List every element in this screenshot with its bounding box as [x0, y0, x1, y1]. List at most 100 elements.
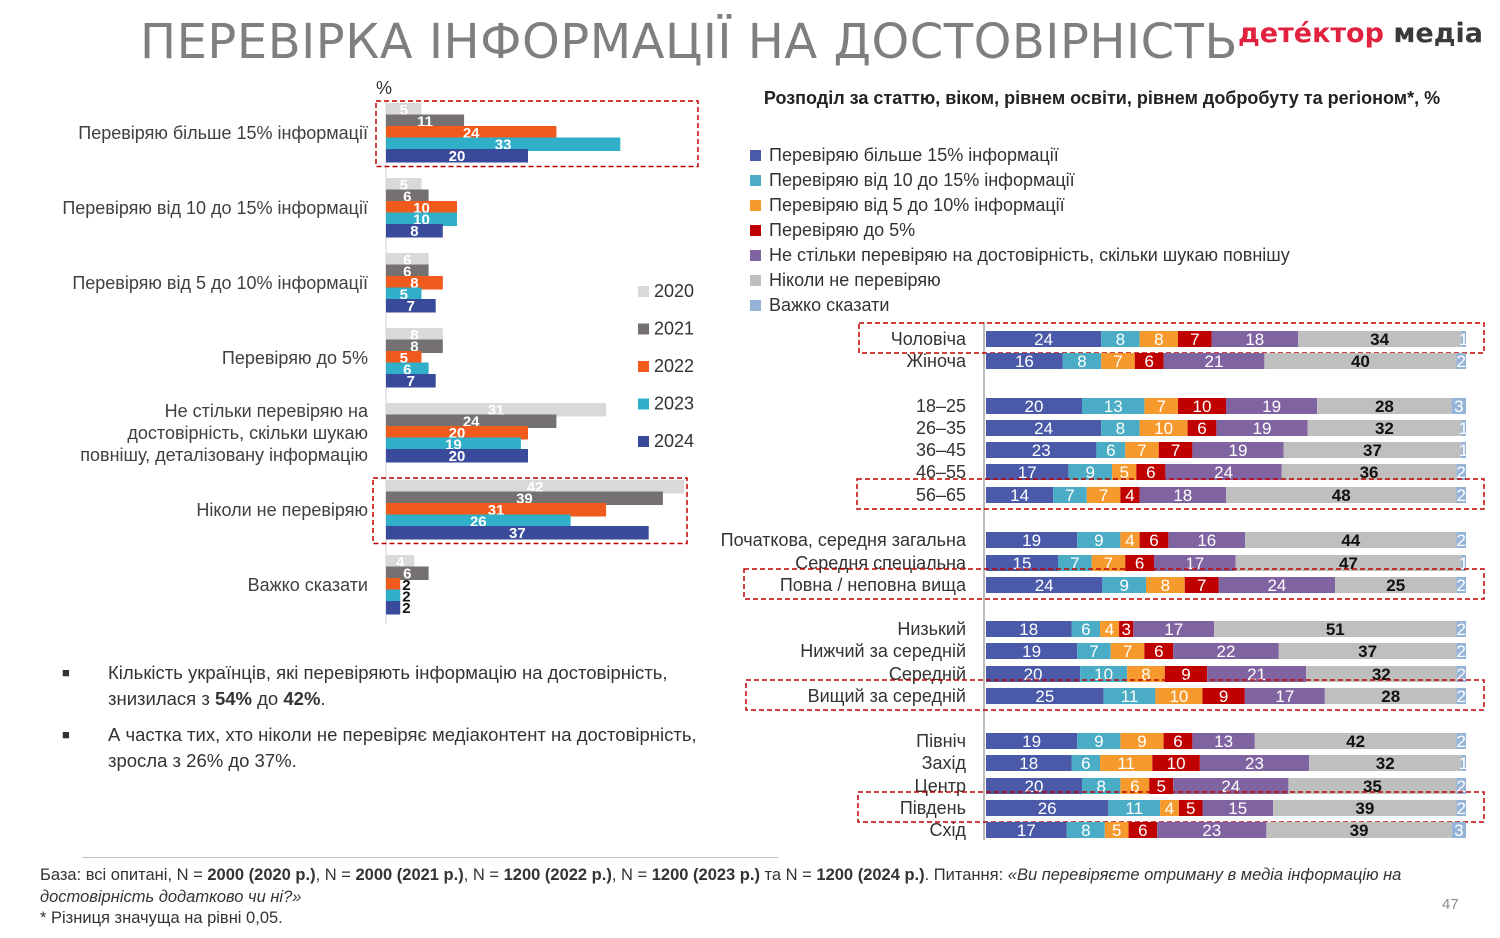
- segment: [1110, 643, 1145, 659]
- finding-1-connector: до: [252, 688, 284, 709]
- segment-value-label: 48: [1332, 486, 1351, 505]
- legend-label-2020: 2020: [654, 281, 694, 301]
- segment-value-label: 21: [1205, 352, 1224, 371]
- segment: [1456, 666, 1466, 682]
- row-label: Схід: [929, 820, 966, 840]
- segment-value-label: 19: [1253, 419, 1272, 438]
- footer-question-label: . Питання:: [924, 866, 1008, 884]
- segment: [986, 666, 1081, 682]
- segment-value-label: 16: [1197, 531, 1216, 550]
- segment-value-label: 6: [1130, 777, 1139, 796]
- category-label: Перевіряю до 5%: [222, 348, 368, 368]
- segment: [1207, 666, 1306, 682]
- row-label: Вищий за середній: [808, 686, 966, 706]
- bar-2022: [386, 578, 401, 592]
- segment-value-label: 8: [1141, 665, 1150, 684]
- segment-value-label: 19: [1022, 531, 1041, 550]
- segment-value-label: 2: [1457, 665, 1466, 684]
- segment: [1158, 442, 1193, 458]
- bar-2021: [386, 491, 663, 505]
- segment-value-label: 7: [1070, 554, 1079, 573]
- segment: [1307, 420, 1462, 436]
- segment-value-label: 20: [1025, 777, 1044, 796]
- finding-1-text: Кількість українців, які перевіряють інф…: [108, 662, 668, 709]
- segment-value-label: 35: [1363, 777, 1382, 796]
- segment-value-label: 37: [1363, 441, 1382, 460]
- segment: [1101, 353, 1135, 369]
- segment-value-label: 6: [1197, 419, 1206, 438]
- segment-value-label: 24: [1214, 463, 1233, 482]
- segment: [1066, 822, 1105, 838]
- segment-value-label: 18: [1173, 486, 1192, 505]
- segment-value-label: 23: [1202, 821, 1221, 840]
- segment-value-label: 7: [1099, 486, 1108, 505]
- segment-value-label: 10: [1169, 687, 1188, 706]
- segment-value-label: 15: [1013, 554, 1032, 573]
- segment-value-label: 32: [1372, 665, 1391, 684]
- bar-2020: [386, 103, 422, 117]
- finding-2: ■ А частка тих, хто ніколи не перевіряє …: [58, 722, 698, 774]
- segment: [1298, 331, 1462, 347]
- bar-2023: [386, 212, 457, 226]
- legend-swatch-2020: [638, 286, 649, 297]
- legend-swatch-2023: [638, 398, 649, 410]
- segment-value-label: 1: [1459, 419, 1468, 438]
- segment-value-label: 17: [1275, 687, 1294, 706]
- segment-value-label: 3: [1454, 821, 1463, 840]
- segment: [1324, 688, 1457, 704]
- page-number: 47: [1442, 896, 1459, 913]
- segment-value-label: 20: [1025, 397, 1044, 416]
- bar-2020: [386, 480, 685, 494]
- footer-n-2021: 2000 (2021 р.): [355, 866, 464, 884]
- segment-value-label: 18: [1019, 620, 1038, 639]
- segment: [1096, 442, 1126, 458]
- segment: [1335, 577, 1457, 593]
- segment: [1102, 577, 1146, 593]
- legend-label-2021: 2021: [654, 319, 694, 339]
- bar-value-label: 2: [402, 600, 410, 617]
- segment-value-label: 7: [1113, 352, 1122, 371]
- category-label: Важко сказати: [248, 575, 368, 595]
- segment-value-label: 28: [1375, 397, 1394, 416]
- segment: [1082, 778, 1121, 794]
- segment-value-label: 19: [1229, 441, 1248, 460]
- legend-swatch: [750, 200, 761, 211]
- segment: [1155, 688, 1203, 704]
- segment-value-label: 18: [1245, 330, 1264, 349]
- finding-1-end: .: [320, 688, 326, 709]
- segment-value-label: 9: [1094, 732, 1103, 751]
- segment-value-label: 21: [1247, 665, 1266, 684]
- segment-value-label: 7: [1123, 642, 1132, 661]
- breakdown-legend: Перевіряю більше 15% інформації Перевіряю…: [750, 143, 1290, 318]
- segment-value-label: 7: [1171, 441, 1180, 460]
- bar-2021: [386, 566, 429, 580]
- segment-value-label: 2: [1456, 642, 1465, 661]
- legend-item: Ніколи не перевіряю: [750, 268, 1290, 293]
- segment-value-label: 2: [1457, 687, 1466, 706]
- segment: [1266, 822, 1452, 838]
- segment-value-label: 4: [1125, 486, 1134, 505]
- segment-value-label: 1: [1459, 441, 1468, 460]
- bar-2024: [386, 449, 528, 463]
- segment-value-label: 2: [1457, 620, 1466, 639]
- segment: [986, 800, 1109, 816]
- category-label: Ніколи не перевіряю: [196, 500, 368, 520]
- row-label: Початкова, середня загальна: [721, 530, 967, 550]
- segment-value-label: 1: [1459, 330, 1468, 349]
- segment-value-label: 6: [1146, 463, 1155, 482]
- segment: [1168, 532, 1246, 548]
- legend-label: Не стільки перевіряю на достовірність, с…: [769, 245, 1290, 265]
- segment-value-label: 2: [1456, 777, 1465, 796]
- bar-value-label: 2: [402, 577, 410, 594]
- bullet-square-icon: ■: [62, 665, 70, 680]
- segment-value-label: 19: [1262, 397, 1281, 416]
- segment: [1125, 442, 1159, 458]
- segment-value-label: 3: [1454, 397, 1463, 416]
- category-label: Перевіряю від 10 до 15% інформації: [62, 198, 368, 218]
- segment-value-label: 13: [1104, 397, 1123, 416]
- segment: [1163, 733, 1193, 749]
- segment: [1456, 464, 1466, 480]
- segment-value-label: 15: [1228, 799, 1247, 818]
- segment: [986, 331, 1102, 347]
